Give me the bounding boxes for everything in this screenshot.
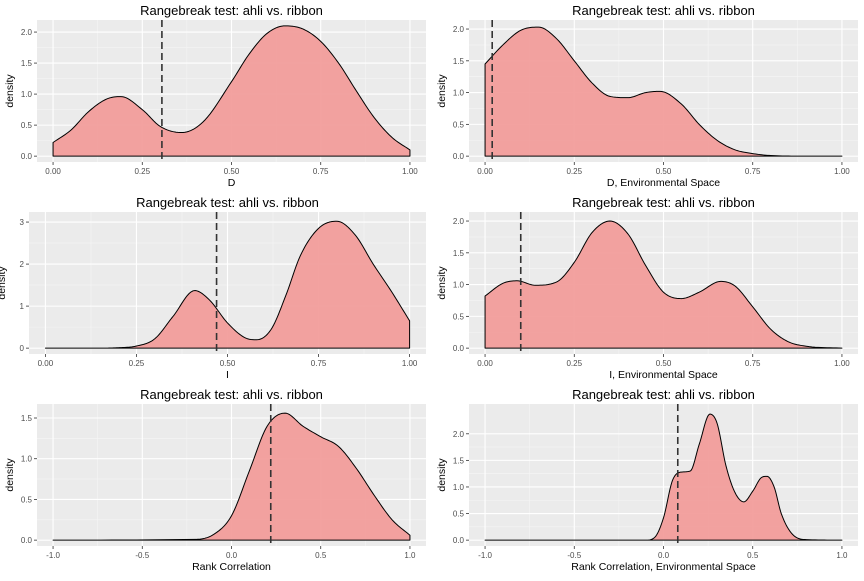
y-tick-label: 1 xyxy=(20,302,25,311)
x-tick-label: 0.00 xyxy=(477,359,493,368)
x-tick-label: 0.75 xyxy=(745,359,761,368)
y-axis-label: density xyxy=(436,74,448,108)
x-tick-label: 0.25 xyxy=(129,359,145,368)
chart-title: Rangebreak test: ahli vs. ribbon xyxy=(572,3,755,18)
x-tick-label: 1.0 xyxy=(404,551,416,560)
chart-title: Rangebreak test: ahli vs. ribbon xyxy=(140,3,323,18)
y-tick-label: 3 xyxy=(20,218,25,227)
x-tick-label: 0.50 xyxy=(656,167,672,176)
y-axis-label: density xyxy=(4,74,16,108)
y-tick-label: 0.5 xyxy=(21,121,33,130)
y-tick-label: 2.0 xyxy=(453,430,465,439)
y-tick-label: 1.0 xyxy=(21,455,33,464)
x-tick-label: 0.75 xyxy=(313,167,329,176)
x-tick-label: 1.00 xyxy=(834,359,850,368)
y-axis-label: density xyxy=(0,266,8,300)
y-tick-label: 0.5 xyxy=(453,120,465,129)
x-tick-label: 0.50 xyxy=(224,167,240,176)
panel-5: -1.0 -0.5 0.0 0.5 1.0 0.0 0.5 1.0 1.5 Rangebreak … xyxy=(4,387,426,573)
panel-4: 0.00 0.25 0.50 0.75 1.00 0.0 0.5 1.0 1.5 2.0 Range… xyxy=(436,195,858,381)
chart-title: Rangebreak test: ahli vs. ribbon xyxy=(140,387,323,402)
x-tick-label: 0.25 xyxy=(566,167,582,176)
chart-title: Rangebreak test: ahli vs. ribbon xyxy=(572,195,755,210)
x-tick-label: 0.5 xyxy=(747,551,759,560)
x-tick-label: -0.5 xyxy=(567,551,581,560)
y-tick-label: 2.0 xyxy=(453,217,465,226)
y-tick-label: 1.0 xyxy=(453,281,465,290)
y-tick-label: 0.0 xyxy=(453,152,465,161)
x-axis-label: I, Environmental Space xyxy=(609,369,718,381)
y-tick-label: 0.0 xyxy=(21,536,33,545)
y-tick-label: 0.5 xyxy=(453,510,465,519)
chart-title: Rangebreak test: ahli vs. ribbon xyxy=(572,387,755,402)
panel-2: 0.00 0.25 0.50 0.75 1.00 0.0 0.5 1.0 1.5 2.0 Range… xyxy=(436,3,858,189)
x-tick-label: 0.5 xyxy=(315,551,327,560)
y-tick-label: 0.0 xyxy=(453,536,465,545)
y-tick-label: 0 xyxy=(20,344,25,353)
panel-3: 0.00 0.25 0.50 0.75 1.00 0 1 2 3 Rangebreak test:… xyxy=(0,195,426,381)
x-tick-label: 0.00 xyxy=(45,167,61,176)
density-area xyxy=(52,25,411,157)
y-tick-label: 1.0 xyxy=(21,90,33,99)
x-tick-label: 1.00 xyxy=(402,167,418,176)
chart-title: Rangebreak test: ahli vs. ribbon xyxy=(136,195,319,210)
x-tick-label: 0.0 xyxy=(658,551,670,560)
panel-1: 0.00 0.25 0.50 0.75 1.00 0.0 0.5 1.0 1.5 2.0 Range… xyxy=(4,3,426,189)
x-tick-label: 0.00 xyxy=(38,359,54,368)
y-axis-label: density xyxy=(436,458,448,492)
x-axis-label: I xyxy=(226,369,229,381)
y-tick-label: 0.5 xyxy=(21,495,33,504)
x-tick-label: -0.5 xyxy=(135,551,149,560)
x-tick-label: 0.0 xyxy=(226,551,238,560)
density-area xyxy=(484,26,843,157)
y-tick-label: 0.0 xyxy=(21,152,33,161)
density-area xyxy=(484,413,843,541)
x-axis-label: D, Environmental Space xyxy=(607,177,720,189)
x-tick-label: 0.25 xyxy=(134,167,150,176)
x-axis-label: Rank Correlation, Environmental Space xyxy=(571,561,756,573)
x-tick-label: 0.75 xyxy=(311,359,327,368)
x-tick-label: 0.50 xyxy=(220,359,236,368)
y-tick-label: 1.0 xyxy=(453,89,465,98)
density-area xyxy=(484,220,843,349)
x-tick-label: -1.0 xyxy=(478,551,492,560)
x-tick-label: 1.00 xyxy=(834,167,850,176)
density-area xyxy=(52,412,411,541)
x-axis-label: Rank Correlation xyxy=(192,561,271,573)
x-tick-label: 1.0 xyxy=(836,551,848,560)
y-tick-label: 2 xyxy=(20,260,25,269)
x-axis-label: D xyxy=(228,177,236,189)
y-tick-label: 2.0 xyxy=(21,28,33,37)
y-tick-label: 0.5 xyxy=(453,312,465,321)
x-tick-label: 0.00 xyxy=(477,167,493,176)
y-tick-label: 1.0 xyxy=(453,483,465,492)
y-axis-label: density xyxy=(436,266,448,300)
y-tick-label: 1.5 xyxy=(453,249,465,258)
y-tick-label: 2.0 xyxy=(453,25,465,34)
x-tick-label: 0.50 xyxy=(656,359,672,368)
y-tick-label: 1.5 xyxy=(453,57,465,66)
x-tick-label: -1.0 xyxy=(46,551,60,560)
y-tick-label: 0.0 xyxy=(453,344,465,353)
y-axis-label: density xyxy=(4,458,16,492)
y-tick-label: 1.5 xyxy=(21,59,33,68)
y-tick-label: 1.5 xyxy=(453,456,465,465)
y-tick-label: 1.5 xyxy=(21,414,33,423)
x-tick-label: 1.00 xyxy=(402,359,418,368)
x-tick-label: 0.75 xyxy=(745,167,761,176)
x-tick-label: 0.25 xyxy=(566,359,582,368)
density-area xyxy=(44,220,411,349)
panel-6: -1.0 -0.5 0.0 0.5 1.0 0.0 0.5 1.0 1.5 2.0 Rangebre… xyxy=(436,387,858,573)
